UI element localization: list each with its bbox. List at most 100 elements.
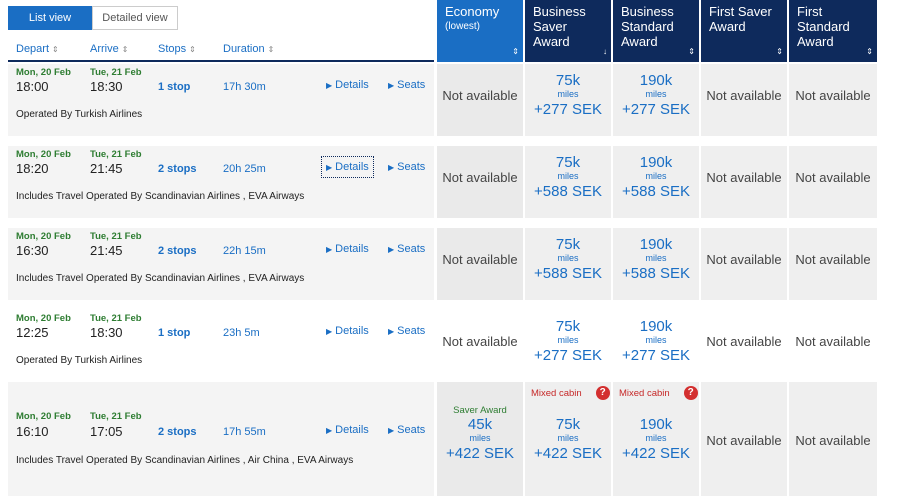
details-link[interactable]: ▶ Details <box>326 243 369 255</box>
fare-header-title: Business Standard Award <box>621 4 674 49</box>
fare-cell-first-saver: Not available <box>701 310 787 382</box>
sort-duration[interactable]: Duration ⇕ <box>223 43 274 55</box>
caret-right-icon: ▶ <box>388 426 395 435</box>
fare-header-economy[interactable]: Economy (lowest) ⇕ <box>437 0 523 62</box>
not-available: Not available <box>795 88 871 103</box>
stops-link[interactable]: 2 stops <box>158 426 197 438</box>
fare-cell-business-standard[interactable]: 190k miles +277 SEK <box>613 310 699 382</box>
sort-depart[interactable]: Depart ⇕ <box>16 43 59 55</box>
price: +588 SEK <box>534 265 602 282</box>
operated-by: Operated By Turkish Airlines <box>16 109 143 120</box>
miles-unit: miles <box>645 253 667 263</box>
fare-cell-business-saver[interactable]: 75k miles +277 SEK <box>525 310 611 382</box>
fare-header-business-saver[interactable]: Business Saver Award ↓ <box>525 0 611 62</box>
caret-right-icon: ▶ <box>388 81 395 90</box>
detailed-view-button[interactable]: Detailed view <box>92 6 178 30</box>
fare-cell-economy: Not available <box>437 146 523 218</box>
operated-by: Includes Travel Operated By Scandinavian… <box>16 191 305 202</box>
not-available: Not available <box>442 334 518 349</box>
flight-info: Mon, 20 Feb 16:30 Tue, 21 Feb 21:45 2 st… <box>8 228 434 300</box>
details-label: Details <box>335 161 369 173</box>
fare-cell-business-standard[interactable]: Mixed cabin? 190k miles +422 SEK <box>613 382 699 496</box>
sort-icon: ⇕ <box>121 45 129 54</box>
fare-cell-economy[interactable]: Saver Award 45k miles +422 SEK <box>437 382 523 496</box>
help-icon[interactable]: ? <box>683 386 698 400</box>
miles-value: 190k <box>639 416 673 433</box>
details-link[interactable]: ▶ Details <box>321 156 374 178</box>
miles-unit: miles <box>557 89 579 99</box>
miles-value: 45k <box>467 416 493 433</box>
seats-link[interactable]: ▶ Seats <box>388 79 425 91</box>
fare-cell-economy: Not available <box>437 64 523 136</box>
caret-right-icon: ▶ <box>388 245 395 254</box>
sort-arrive[interactable]: Arrive ⇕ <box>90 43 128 55</box>
flight-row: Mon, 20 Feb 16:10 Tue, 21 Feb 17:05 2 st… <box>8 382 877 496</box>
miles-unit: miles <box>557 171 579 181</box>
fare-cell-first-saver: Not available <box>701 64 787 136</box>
fare-header-title: First Standard Award <box>797 4 850 49</box>
flight-info: Mon, 20 Feb 18:20 Tue, 21 Feb 21:45 2 st… <box>8 146 434 218</box>
price: +588 SEK <box>534 183 602 200</box>
not-available: Not available <box>442 170 518 185</box>
fare-header-title: First Saver Award <box>709 4 772 34</box>
fare-cell-business-standard[interactable]: 190k miles +277 SEK <box>613 64 699 136</box>
fare-cell-business-saver[interactable]: Mixed cabin? 75k miles +422 SEK <box>525 382 611 496</box>
fare-cell-first-standard: Not available <box>789 146 877 218</box>
seats-label: Seats <box>397 79 426 91</box>
flight-info: Mon, 20 Feb 16:10 Tue, 21 Feb 17:05 2 st… <box>8 382 434 496</box>
seats-link[interactable]: ▶ Seats <box>388 325 425 337</box>
details-link[interactable]: ▶ Details <box>326 424 369 436</box>
duration: 17h 55m <box>223 426 266 438</box>
miles-value: 75k <box>555 236 581 253</box>
stops-link[interactable]: 1 stop <box>158 327 191 339</box>
arrive-time: 18:30 <box>90 325 123 340</box>
flight-row: Mon, 20 Feb 12:25 Tue, 21 Feb 18:30 1 st… <box>8 310 877 382</box>
miles-unit: miles <box>469 433 491 443</box>
operated-by: Includes Travel Operated By Scandinavian… <box>16 455 354 466</box>
seats-link[interactable]: ▶ Seats <box>388 243 425 255</box>
depart-time: 18:20 <box>16 161 49 176</box>
miles-unit: miles <box>645 433 667 443</box>
seats-label: Seats <box>397 243 426 255</box>
miles-unit: miles <box>645 335 667 345</box>
arrive-date: Tue, 21 Feb <box>90 67 142 78</box>
fare-cell-business-saver[interactable]: 75k miles +277 SEK <box>525 64 611 136</box>
stops-link[interactable]: 2 stops <box>158 163 197 175</box>
sort-stops[interactable]: Stops ⇕ <box>158 43 196 55</box>
fare-header-first-saver[interactable]: First Saver Award ⇕ <box>701 0 787 62</box>
not-available: Not available <box>706 433 782 448</box>
sort-down-icon: ↓ <box>603 47 607 56</box>
mixed-cabin-label: Mixed cabin <box>531 387 582 399</box>
list-view-button[interactable]: List view <box>8 6 92 30</box>
seats-link[interactable]: ▶ Seats <box>388 161 425 173</box>
flight-row: Mon, 20 Feb 16:30 Tue, 21 Feb 21:45 2 st… <box>8 228 877 300</box>
not-available: Not available <box>795 433 871 448</box>
stops-link[interactable]: 1 stop <box>158 81 191 93</box>
not-available: Not available <box>706 334 782 349</box>
sort-stops-label: Stops <box>158 43 187 55</box>
details-link[interactable]: ▶ Details <box>326 79 369 91</box>
fare-header-first-standard[interactable]: First Standard Award ⇕ <box>789 0 877 62</box>
details-label: Details <box>335 243 369 255</box>
fare-header-title: Business Saver Award <box>533 4 586 49</box>
fare-cell-business-standard[interactable]: 190k miles +588 SEK <box>613 228 699 300</box>
fare-cell-business-standard[interactable]: 190k miles +588 SEK <box>613 146 699 218</box>
fare-header-business-standard[interactable]: Business Standard Award ⇕ <box>613 0 699 62</box>
fare-cell-business-saver[interactable]: 75k miles +588 SEK <box>525 228 611 300</box>
depart-time: 16:10 <box>16 424 49 439</box>
details-link[interactable]: ▶ Details <box>326 325 369 337</box>
mixed-cabin-label: Mixed cabin <box>619 387 670 399</box>
miles-unit: miles <box>645 171 667 181</box>
arrive-date: Tue, 21 Feb <box>90 411 142 422</box>
help-icon[interactable]: ? <box>595 386 610 400</box>
price: +588 SEK <box>622 265 690 282</box>
fare-cell-economy: Not available <box>437 228 523 300</box>
duration: 22h 15m <box>223 245 266 257</box>
depart-date: Mon, 20 Feb <box>16 231 71 242</box>
saver-award-tag: Saver Award <box>453 405 507 416</box>
stops-link[interactable]: 2 stops <box>158 245 197 257</box>
fare-cell-business-saver[interactable]: 75k miles +588 SEK <box>525 146 611 218</box>
seats-link[interactable]: ▶ Seats <box>388 424 425 436</box>
not-available: Not available <box>706 170 782 185</box>
miles-unit: miles <box>557 335 579 345</box>
